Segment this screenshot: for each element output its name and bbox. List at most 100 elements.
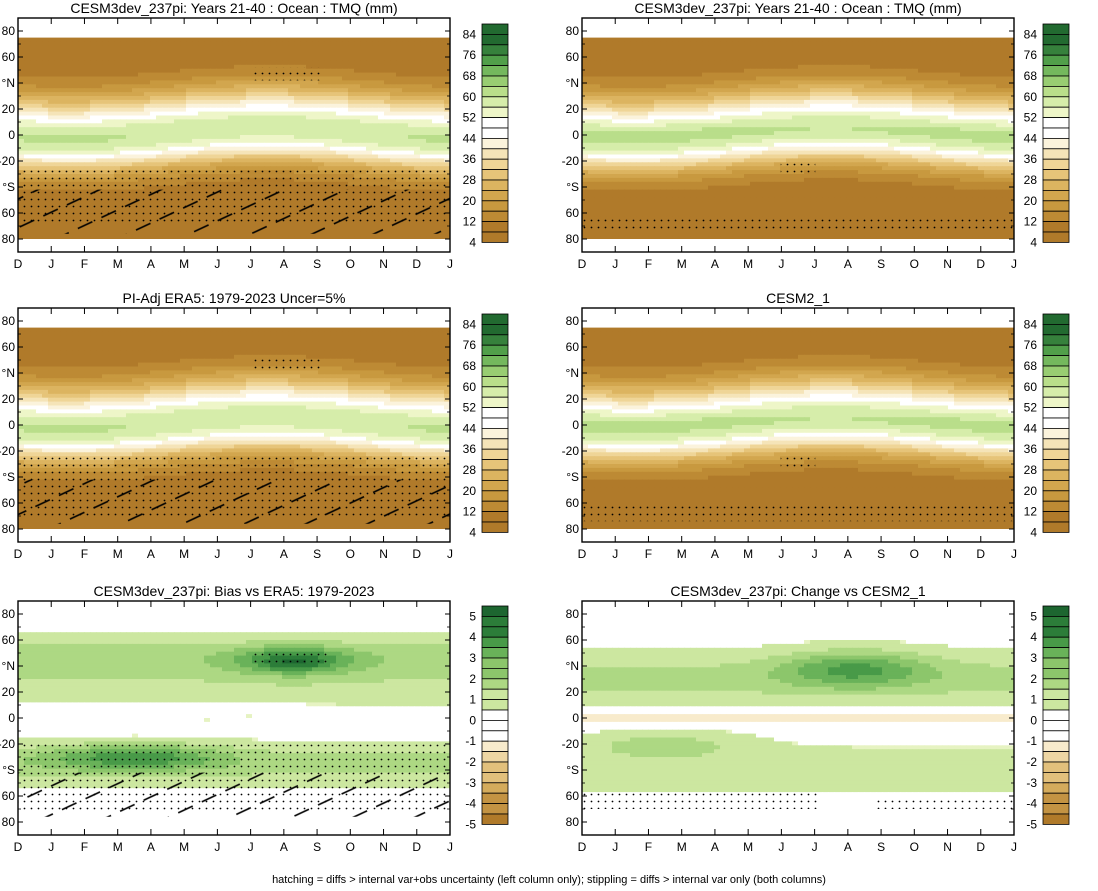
field-cell <box>30 158 37 163</box>
field-cell <box>654 37 661 42</box>
field-cell <box>414 138 421 144</box>
field-cell <box>282 57 289 62</box>
field-cell <box>774 37 781 42</box>
field-cell <box>384 232 391 237</box>
data-field <box>18 18 450 252</box>
field-cell <box>258 158 265 163</box>
field-cell <box>834 41 841 46</box>
field-cell <box>408 154 415 159</box>
field-cell <box>282 49 289 54</box>
field-cell <box>912 37 919 42</box>
field-cell <box>312 80 319 85</box>
field-cell <box>402 60 409 66</box>
field-cell <box>390 92 397 97</box>
field-cell <box>48 150 55 156</box>
field-cell <box>240 150 247 156</box>
field-cell <box>210 37 217 42</box>
field-cell <box>210 236 217 241</box>
field-cell <box>282 138 289 144</box>
field-cell <box>246 103 253 109</box>
field-cell <box>432 68 439 74</box>
colorbar-box <box>481 54 509 67</box>
field-cell <box>240 103 247 109</box>
field-cell <box>384 158 391 163</box>
field-cell <box>162 45 169 50</box>
field-cell <box>354 158 361 163</box>
field-cell <box>120 49 127 54</box>
field-cell <box>366 41 373 46</box>
field-cell <box>288 41 295 46</box>
field-cell <box>354 57 361 62</box>
field-cell <box>420 150 427 156</box>
field-cell <box>264 49 271 54</box>
field-cell <box>150 154 157 159</box>
field-cell <box>210 154 217 159</box>
field-cell <box>864 37 871 42</box>
field-cell <box>342 88 349 93</box>
field-cell <box>48 107 55 113</box>
field-cell <box>138 49 145 54</box>
field-cell <box>240 68 247 74</box>
field-cell <box>240 142 247 148</box>
field-cell <box>318 119 325 124</box>
field-cell <box>54 49 61 54</box>
field-cell <box>198 111 205 117</box>
field-cell <box>144 111 151 117</box>
field-cell <box>174 49 181 54</box>
field-cell <box>282 64 289 70</box>
field-cell <box>798 41 805 46</box>
field-cell <box>294 92 301 97</box>
field-cell <box>306 64 313 70</box>
field-cell <box>288 158 295 163</box>
field-cell <box>114 72 121 78</box>
field-cell <box>156 99 163 105</box>
field-cell <box>336 146 343 152</box>
field-cell <box>36 154 43 159</box>
field-cell <box>354 88 361 93</box>
field-cell <box>258 96 265 101</box>
field-cell <box>702 41 709 46</box>
field-cell <box>366 111 373 117</box>
field-cell <box>144 146 151 152</box>
field-cell <box>60 99 67 105</box>
field-cell <box>690 41 697 46</box>
field-cell <box>120 60 127 66</box>
field-cell <box>390 53 397 58</box>
field-cell <box>18 53 25 58</box>
field-cell <box>180 115 187 120</box>
field-cell <box>108 80 115 85</box>
field-cell <box>342 99 349 105</box>
field-cell <box>18 127 25 132</box>
field-cell <box>324 131 331 136</box>
field-cell <box>204 131 211 136</box>
field-cell <box>846 41 853 46</box>
field-cell <box>198 158 205 163</box>
field-cell <box>984 41 991 46</box>
field-cell <box>438 236 445 241</box>
field-cell <box>330 115 337 120</box>
field-cell <box>312 127 319 132</box>
field-cell <box>312 150 319 156</box>
field-cell <box>372 154 379 159</box>
field-cell <box>264 158 271 163</box>
field-cell <box>990 37 997 42</box>
field-cell <box>60 60 67 66</box>
field-cell <box>24 127 31 132</box>
field-cell <box>258 232 265 237</box>
field-cell <box>42 57 49 62</box>
field-cell <box>90 96 97 101</box>
colorbar-box <box>481 44 509 56</box>
field-cell <box>42 64 49 70</box>
field-cell <box>330 158 337 163</box>
field-cell <box>162 103 169 109</box>
field-cell <box>132 45 139 50</box>
field-cell <box>192 37 199 42</box>
field-cell <box>60 162 67 167</box>
field-cell <box>150 232 157 237</box>
field-cell <box>330 57 337 62</box>
field-cell <box>402 236 409 241</box>
field-cell <box>378 150 385 156</box>
field-cell <box>414 41 421 46</box>
field-cell <box>396 236 403 241</box>
